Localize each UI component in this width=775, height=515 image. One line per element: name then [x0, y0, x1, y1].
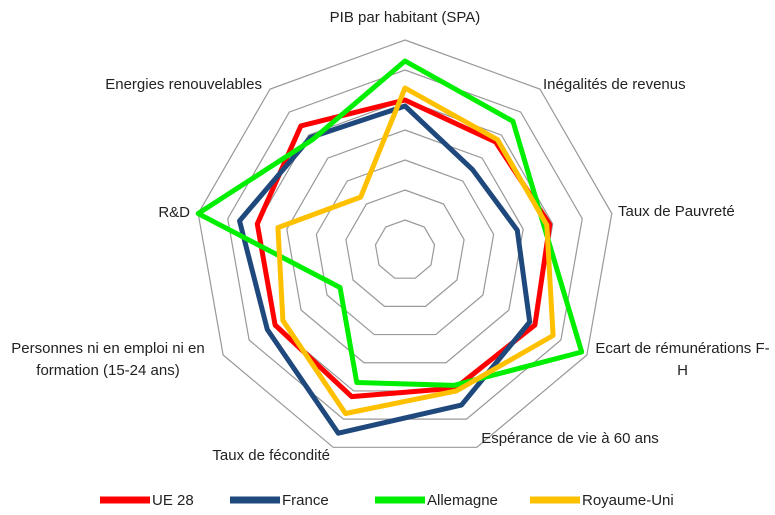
series-line [195, 58, 585, 388]
series-line [237, 103, 533, 436]
legend-label: Allemagne [427, 492, 498, 509]
grid-ring [374, 219, 436, 279]
grid-ring [286, 129, 524, 364]
category-label: Espérance de vie à 60 ans [481, 430, 659, 447]
grid-ring [197, 39, 613, 448]
category-label: Taux de Pauvreté [618, 203, 735, 220]
legend-label: France [282, 492, 329, 509]
category-label: Inégalités de revenus [543, 76, 686, 93]
grid-ring [345, 189, 465, 307]
category-label: PIB par habitant (SPA) [329, 9, 481, 26]
category-label: Taux de fécondité [212, 447, 330, 464]
category-label: Energies renouvelables [105, 76, 262, 93]
legend-label: Royaume-Uni [582, 492, 674, 509]
category-label: R&D [158, 204, 190, 221]
category-label: Ecart de rémunérations F-H [595, 340, 770, 379]
series-line [275, 85, 556, 417]
legend-label: UE 28 [152, 492, 194, 509]
category-label: Personnes ni en emploi ni en formation (… [11, 340, 205, 379]
